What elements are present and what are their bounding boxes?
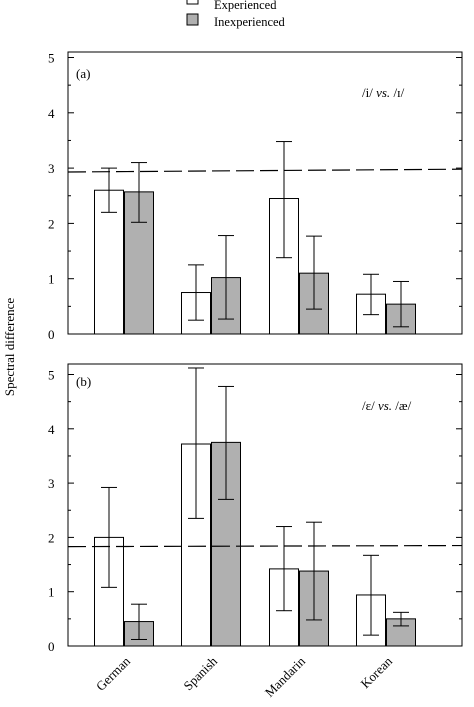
- y-tick-label: 0: [48, 327, 55, 342]
- legend: Experienced Inexperienced: [186, 0, 286, 29]
- category-label-mandarin: Mandarin: [262, 653, 309, 700]
- y-tick-label: 5: [48, 51, 55, 66]
- y-axis-label: Spectral difference: [2, 298, 17, 397]
- contrast-label: /i/ vs. /ɪ/: [362, 85, 405, 100]
- y-tick-label: 2: [48, 216, 55, 231]
- category-label-spanish: Spanish: [180, 653, 220, 693]
- panel-a: 0 1 2 3 4 5 (a) /i/ vs. /ɪ/: [48, 51, 463, 342]
- panel-label: (b): [76, 374, 91, 389]
- y-tick-label: 3: [48, 476, 55, 491]
- y-tick-label: 0: [48, 639, 55, 654]
- category-labels: German Spanish Mandarin Korean: [93, 653, 396, 700]
- panel-b: 0 1 2 3 4 5 (b) /ɛ/ vs. /æ/: [48, 363, 463, 654]
- reference-line: [67, 168, 463, 173]
- y-tick-label: 1: [48, 585, 55, 600]
- panel-label: (a): [76, 66, 90, 81]
- y-tick-label: 3: [48, 161, 55, 176]
- category-label-german: German: [93, 653, 134, 694]
- y-tick-label: 1: [48, 272, 55, 287]
- plot-frame: [67, 363, 463, 647]
- bar-inexperienced-korean: [386, 618, 416, 647]
- y-tick-label: 5: [48, 368, 55, 383]
- reference-line: [67, 544, 463, 548]
- legend-swatch-experienced: [186, 0, 199, 5]
- y-tick-label: 2: [48, 530, 55, 545]
- legend-label-experienced: Experienced: [214, 0, 277, 12]
- contrast-label: /ɛ/ vs. /æ/: [362, 398, 412, 413]
- y-tick-label: 4: [48, 106, 55, 121]
- bar-experienced-german: [94, 189, 124, 335]
- plot-frame: [67, 51, 463, 335]
- legend-label-inexperienced: Inexperienced: [214, 15, 286, 29]
- category-label-korean: Korean: [357, 653, 395, 691]
- legend-swatch-inexperienced: [186, 13, 199, 26]
- y-tick-label: 4: [48, 422, 55, 437]
